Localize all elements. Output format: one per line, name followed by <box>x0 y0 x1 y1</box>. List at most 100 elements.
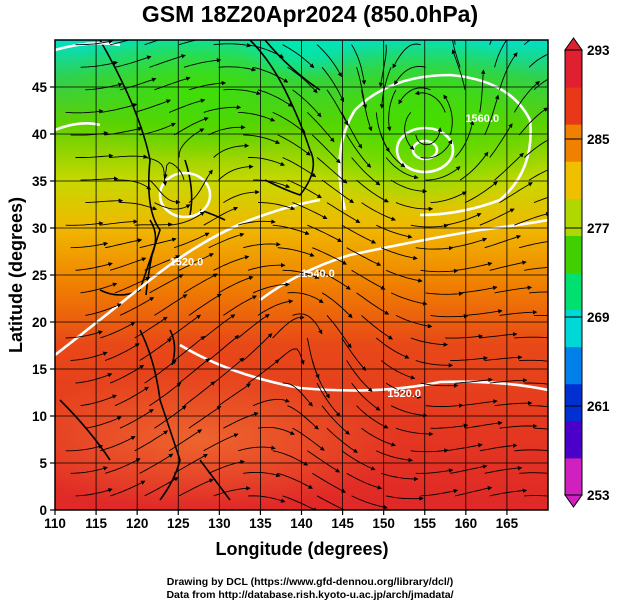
streamline <box>287 292 324 304</box>
streamline <box>450 356 488 361</box>
streamline <box>361 315 393 340</box>
streamline <box>346 472 383 490</box>
streamline <box>316 157 348 184</box>
x-tick-label: 165 <box>496 516 519 531</box>
streamline <box>346 360 373 392</box>
streamline <box>114 386 149 407</box>
contour-label: 1560.0 <box>465 113 499 125</box>
streamline <box>208 125 246 136</box>
contour-north-west <box>55 42 121 52</box>
streamline <box>356 67 368 110</box>
streamline <box>346 247 382 266</box>
colorbar-segment <box>565 50 582 88</box>
streamline <box>287 66 318 94</box>
streamline <box>533 427 548 430</box>
streamline <box>464 420 503 429</box>
streamline <box>306 112 335 143</box>
streamline <box>258 202 296 211</box>
streamline <box>464 181 498 204</box>
streamline <box>445 334 484 339</box>
streamline <box>134 316 168 339</box>
x-tick-label: 135 <box>249 516 272 531</box>
streamline <box>70 466 108 474</box>
streamline <box>247 262 286 271</box>
streamline <box>277 134 311 156</box>
streamline <box>316 44 342 78</box>
streamline <box>104 458 141 474</box>
streamline <box>351 44 367 85</box>
streamline <box>80 394 118 407</box>
streamline <box>85 303 122 316</box>
cool-region-north <box>280 40 548 210</box>
streamline <box>104 343 140 361</box>
streamline <box>218 275 254 294</box>
streamline <box>208 335 240 361</box>
streamline <box>168 429 203 452</box>
streamline <box>425 291 464 297</box>
streamline <box>445 213 482 226</box>
streamline <box>223 189 260 203</box>
streamline <box>484 355 523 361</box>
y-tick-label: 25 <box>32 268 48 283</box>
streamline <box>499 182 533 203</box>
streamline <box>464 309 503 316</box>
streamline <box>178 478 214 497</box>
streamline <box>376 450 413 463</box>
streamline <box>326 427 358 453</box>
streamline <box>169 211 205 226</box>
streamline <box>149 382 182 407</box>
streamline <box>238 445 276 452</box>
streamline <box>519 241 548 249</box>
credit-line-1: Drawing by DCL (https://www.gfd-dennou.o… <box>167 576 453 588</box>
streamline <box>361 202 396 221</box>
streamline <box>247 359 280 384</box>
streamline <box>252 66 289 83</box>
streamline <box>213 143 250 158</box>
streamline <box>243 241 281 249</box>
streamline <box>494 40 508 68</box>
streamline <box>109 480 146 497</box>
x-axis: 110 115 120 125 130 135 140 145 150 155 160 165 <box>44 510 519 531</box>
streamline <box>173 232 210 249</box>
colorbar-tick-label: 269 <box>587 310 610 325</box>
x-tick-label: 160 <box>455 516 478 531</box>
streamline <box>85 416 122 429</box>
streamline <box>114 55 152 68</box>
streamline <box>479 208 515 226</box>
streamline <box>321 405 350 435</box>
streamline <box>149 54 186 68</box>
streamline <box>385 157 419 180</box>
colorbar-tick-label: 277 <box>587 221 610 236</box>
streamline <box>430 423 469 429</box>
streamline <box>242 333 273 361</box>
streamline <box>218 383 251 407</box>
x-axis-label: Longitude (degrees) <box>215 539 388 559</box>
y-tick-label: 10 <box>32 409 47 424</box>
streamline <box>307 450 341 473</box>
streamline <box>144 255 181 271</box>
streamline <box>80 282 118 294</box>
streamline <box>223 89 261 96</box>
plot-area: 1560.0 1540.0 1520.0 1520.0 <box>55 40 548 510</box>
streamline <box>277 472 313 489</box>
streamline <box>414 90 446 113</box>
y-tick-label: 35 <box>32 174 48 189</box>
streamline <box>316 269 351 290</box>
contour-1560 <box>338 73 532 217</box>
streamline <box>75 373 113 384</box>
streamline <box>282 495 318 510</box>
streamline <box>390 179 428 194</box>
streamline <box>514 211 548 226</box>
streamline <box>489 378 528 384</box>
streamline <box>489 488 528 497</box>
streamline <box>519 359 548 362</box>
streamline <box>430 191 467 204</box>
streamline <box>109 257 147 271</box>
streamline <box>238 111 276 122</box>
credit-line-2: Data from http://database.rish.kyoto-u.a… <box>166 589 453 601</box>
streamline <box>489 123 513 158</box>
y-tick-label: 15 <box>32 362 48 377</box>
streamline <box>282 269 320 279</box>
streamline <box>243 471 281 478</box>
